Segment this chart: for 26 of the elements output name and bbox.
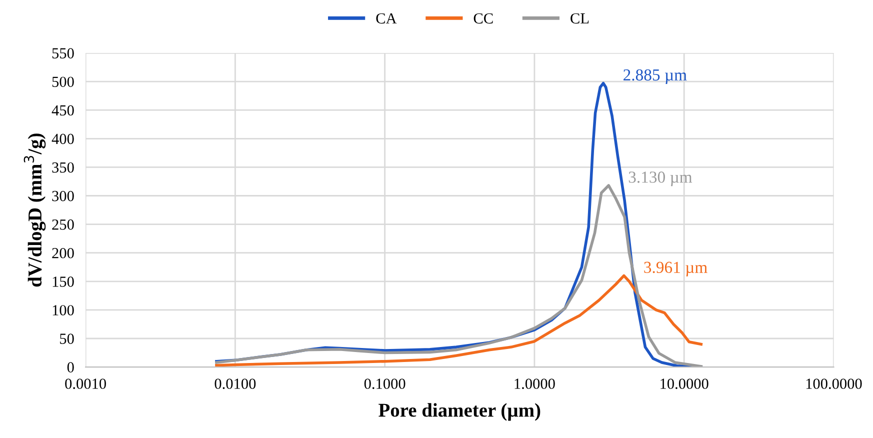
legend-label: CA [376, 13, 397, 24]
y-tick-label: 250 [52, 219, 74, 230]
y-tick-label: 100 [52, 305, 74, 316]
y-tick-label: 500 [52, 76, 74, 87]
legend-label: CL [570, 13, 589, 24]
x-tick-label: 0.0010 [65, 378, 106, 389]
annotation: 3.961 µm [644, 262, 708, 276]
y-tick-label: 450 [52, 105, 74, 116]
x-tick-label: 100.0000 [806, 378, 862, 389]
annotation: 2.885 µm [624, 69, 687, 84]
y-tick-label: 300 [52, 190, 74, 202]
x-axis-title: Pore diameter (µm) [378, 403, 540, 421]
y-tick-label: 550 [52, 48, 74, 58]
x-tick-label: 0.0100 [214, 378, 256, 389]
y-tick-label: 200 [52, 248, 74, 258]
y-tick-label: 150 [52, 276, 74, 287]
x-tick-label: 10.0000 [660, 378, 708, 389]
y-tick-label: 0 [67, 362, 74, 372]
x-tick-label: 0.1000 [364, 378, 406, 389]
annotation: 3.130 µm [628, 172, 692, 186]
legend-label: CC [474, 13, 493, 24]
y-tick-label: 350 [52, 162, 74, 173]
y-tick-label: 400 [52, 134, 74, 144]
x-tick-label: 1.0000 [514, 378, 555, 389]
y-tick-label: 50 [60, 334, 74, 344]
y-axis-title: dV/dlogD (mm$^{3}$/g) [24, 134, 46, 287]
